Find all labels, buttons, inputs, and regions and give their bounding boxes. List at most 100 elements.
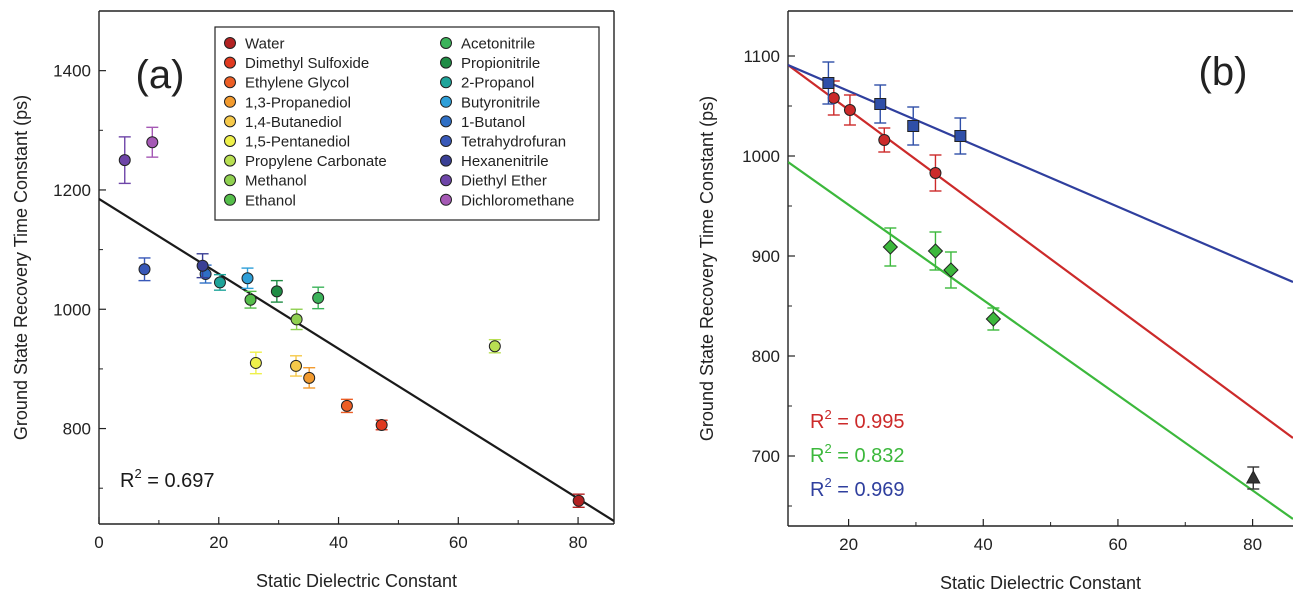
data-point	[340, 399, 353, 412]
r-squared-base: R	[810, 445, 824, 467]
legend-marker	[224, 193, 236, 206]
y-tick-label: 900	[752, 247, 780, 266]
data-point	[874, 98, 887, 110]
data-point	[213, 276, 226, 289]
y-tick-label: 800	[63, 420, 91, 439]
data-point	[954, 130, 967, 142]
data-point	[241, 272, 254, 285]
legend-label: 1,5-Pentanediol	[245, 134, 350, 151]
data-point	[882, 239, 899, 255]
legend-marker	[440, 37, 452, 49]
x-tick-label: 40	[974, 535, 993, 554]
data-point	[1245, 469, 1261, 484]
data-point	[843, 104, 856, 116]
legend-label: 2-Propanol	[461, 75, 534, 92]
r-squared-value: = 0.832	[832, 445, 905, 467]
y-axis-title: Ground State Recovery Time Constant (ps)	[697, 96, 717, 441]
r-squared-base: R	[120, 470, 134, 492]
panel-label: (b)	[1199, 50, 1248, 94]
data-point	[196, 259, 209, 272]
data-point	[146, 136, 159, 149]
data-point	[929, 167, 942, 179]
legend-marker	[440, 76, 452, 89]
legend-label: Tetrahydrofuran	[461, 134, 566, 151]
x-axis-title: Static Dielectric Constant	[256, 571, 457, 591]
legend-label: Diethyl Ether	[461, 173, 547, 190]
fit-line	[788, 161, 1293, 520]
legend-marker	[224, 37, 236, 49]
legend-marker	[224, 174, 236, 187]
legend-label: Butyronitrile	[461, 94, 540, 111]
r-squared-superscript: 2	[134, 466, 141, 481]
legend-box	[214, 26, 600, 221]
legend-marker	[224, 115, 236, 128]
data-point	[907, 120, 920, 132]
r-squared-superscript: 2	[824, 441, 831, 456]
x-tick-label: 60	[449, 533, 468, 552]
data-point	[943, 262, 959, 278]
y-tick-label: 1000	[742, 147, 780, 166]
r-squared-label: R2 = 0.697	[120, 466, 215, 492]
legend-label: Propylene Carbonate	[245, 153, 387, 170]
data-point	[244, 293, 257, 306]
panel-a-chart: 0 20 40 60 80 800 1000 1200 1400 Static Dielectri…	[11, 10, 615, 591]
r-squared-superscript: 2	[824, 407, 831, 422]
legend-marker	[440, 193, 452, 206]
legend-label: 1,4-Butanediol	[245, 114, 342, 131]
data-point	[118, 154, 131, 167]
r-squared-label: R2 = 0.832	[810, 441, 905, 467]
panel-label: (a)	[136, 53, 185, 97]
legend-marker	[440, 95, 452, 108]
legend-marker	[224, 154, 236, 167]
fit-line	[788, 64, 1293, 439]
legend-marker	[224, 76, 236, 89]
x-tick-label: 80	[569, 533, 588, 552]
y-tick-label: 1000	[53, 300, 91, 319]
data-point	[572, 494, 585, 507]
y-tick-label: 800	[752, 347, 780, 366]
legend-marker	[224, 56, 236, 69]
legend-label: Water	[245, 36, 284, 53]
y-tick-label: 700	[752, 447, 780, 466]
r-squared-label: R2 = 0.969	[810, 475, 905, 501]
plot-area	[99, 126, 614, 522]
data-point	[270, 285, 283, 298]
r-squared-value: = 0.995	[832, 411, 905, 433]
data-point	[303, 371, 316, 384]
x-tick-label: 60	[1108, 535, 1127, 554]
r-squared-value: = 0.697	[142, 470, 215, 492]
legend-marker	[440, 115, 452, 128]
data-point	[927, 243, 944, 259]
data-point	[249, 356, 262, 369]
legend-label: Ethylene Glycol	[245, 75, 349, 92]
data-point	[488, 340, 501, 353]
x-tick-label: 0	[94, 533, 103, 552]
x-tick-label: 80	[1243, 535, 1262, 554]
legend-marker	[440, 154, 452, 167]
legend-label: 1,3-Propanediol	[245, 94, 351, 111]
data-point	[822, 77, 835, 89]
legend-marker	[440, 174, 452, 187]
x-axis-title: Static Dielectric Constant	[940, 573, 1141, 593]
legend-label: Dichloromethane	[461, 192, 574, 209]
legend: Water Dimethyl Sulfoxide Ethylene Glycol 1,…	[214, 26, 600, 221]
legend-marker	[440, 56, 452, 69]
legend-label: Acetonitrile	[461, 36, 535, 53]
data-point	[290, 359, 303, 372]
x-tick-label: 20	[839, 535, 858, 554]
fit-line	[788, 63, 1293, 284]
y-axis-title: Ground State Recovery Time Constant (ps)	[11, 95, 31, 440]
legend-label: Hexanenitrile	[461, 153, 549, 170]
data-point	[312, 291, 325, 304]
x-tick-label: 20	[209, 533, 228, 552]
r-squared-base: R	[810, 479, 824, 501]
legend-label: 1-Butanol	[461, 114, 525, 131]
data-point	[375, 418, 388, 431]
data-point	[878, 134, 891, 146]
r-squared-value: = 0.969	[832, 479, 905, 501]
y-tick-label: 1100	[743, 47, 780, 66]
legend-marker	[224, 135, 236, 147]
r-squared-base: R	[810, 411, 824, 433]
data-point	[827, 92, 840, 104]
